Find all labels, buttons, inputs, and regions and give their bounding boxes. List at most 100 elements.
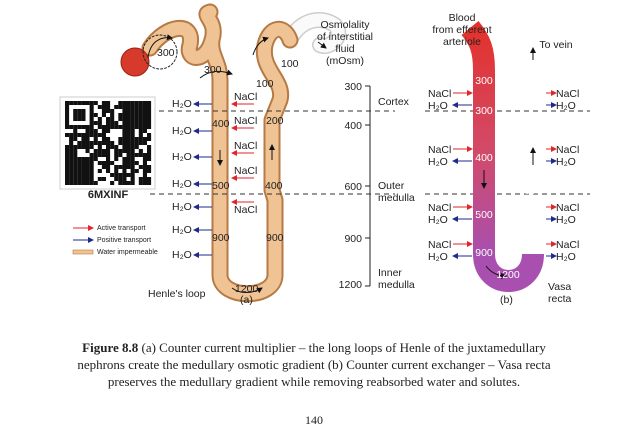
zone-lines [150,110,590,195]
qr-cell [69,157,74,161]
qr-cell [126,141,131,145]
qr-cell [77,169,82,173]
zone-label: Inner [378,267,402,279]
exchange-labels: NaClH₂ONaClH₂ONaClH₂ONaClH₂ONaClH₂ONaClH… [428,88,579,263]
qr-cell [101,101,106,105]
qr-cell [77,173,82,177]
qr-cell [77,161,82,165]
qr-cell [93,113,98,117]
qr-cell [130,181,135,185]
qr-cell [97,169,102,173]
qr-cell [130,133,135,137]
qr-cell [130,117,135,121]
qr-cell [69,165,74,169]
qr-cell [93,153,98,157]
qr-cell [130,141,135,145]
qr-cell [138,129,143,133]
qr-cell [122,177,127,181]
qr-cell [81,161,86,165]
qr-cell [106,137,111,141]
qr-cell [126,173,131,177]
qr-cell [81,177,86,181]
qr-cell [106,105,111,109]
qr-cell [77,181,82,185]
h2o: H₂O [428,251,448,263]
qr-cell [81,117,86,121]
qr-cell [85,157,90,161]
qr-cell [114,173,119,177]
qr-cell [93,129,98,133]
qr-cell [97,149,102,153]
qr-cell [122,125,127,129]
qr-cell [97,121,102,125]
qr-cell [122,117,127,121]
legend-label: Positive transport [97,237,151,244]
qr-cell [110,113,115,117]
qr-cell [73,133,78,137]
qr-cell [81,141,86,145]
scale-title: Osmolality of interstitial fluid (mOsm) [317,19,373,67]
qr-cell [77,109,82,113]
qr-cell [126,121,131,125]
qr-cell [110,181,115,185]
qr-cell [118,141,123,145]
qr-cell [89,101,94,105]
qr-cell [134,109,139,113]
qr-cell [85,181,90,185]
qr-cell [110,145,115,149]
qr-cell [89,133,94,137]
qr-cell [147,137,152,141]
value: 1200 [235,283,259,295]
scale-value: 900 [344,233,362,245]
qr-cell [147,149,152,153]
qr-cell [93,181,98,185]
qr-cell [134,137,139,141]
qr-cell [65,121,70,125]
qr-cell [89,169,94,173]
qr-cell [73,173,78,177]
value: 900 [212,232,230,244]
qr-cell [81,169,86,173]
nacl: NaCl [234,140,257,152]
qr-cell [65,177,70,181]
legend-label: Active transport [97,225,146,232]
qr-cell [65,133,70,137]
value: 500 [475,209,493,221]
qr-cell [122,129,127,133]
value: 200 [266,115,284,127]
qr-cell [101,153,106,157]
qr-cell [138,105,143,109]
value: 300 [204,64,222,76]
qr-cell [122,181,127,185]
qr-cell [147,101,152,105]
nacl: NaCl [234,165,257,177]
qr-cell [118,125,123,129]
qr-cell [81,113,86,117]
qr-cell [138,109,143,113]
qr-cell [138,133,143,137]
qr-cell [77,117,82,121]
qr-cell [130,121,135,125]
inflow-label: from efferent [432,24,491,36]
qr-cell [118,149,123,153]
qr-cell [97,153,102,157]
qr-cell [101,129,106,133]
h2o: H₂O [172,249,192,261]
qr-cell [65,109,70,113]
qr-cell [85,133,90,137]
h2o: H₂O [172,201,192,213]
qr-label: 6MXINF [88,189,129,201]
nacl: NaCl [234,91,257,103]
value: 300 [475,75,493,87]
qr-cell [97,145,102,149]
qr-cell [97,177,102,181]
qr-cell [142,161,147,165]
value: 900 [266,232,284,244]
qr-cell [142,121,147,125]
qr-cell [106,125,111,129]
qr-cell [69,101,74,105]
value: 100 [256,78,274,90]
qr-cell [73,125,78,129]
qr-cell [126,181,131,185]
nacl: NaCl [556,239,579,251]
